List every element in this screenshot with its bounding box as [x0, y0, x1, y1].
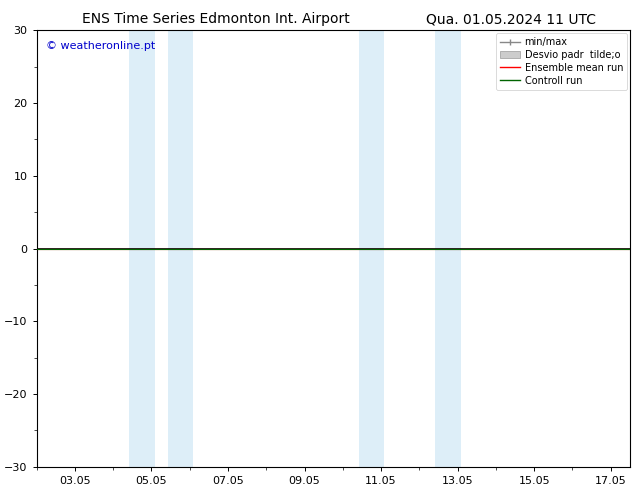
Text: ENS Time Series Edmonton Int. Airport: ENS Time Series Edmonton Int. Airport	[82, 12, 350, 26]
Bar	[436, 30, 461, 467]
Bar	[129, 30, 155, 467]
Legend: min/max, Desvio padr  tilde;o, Ensemble mean run, Controll run: min/max, Desvio padr tilde;o, Ensemble m…	[496, 33, 627, 90]
Text: Qua. 01.05.2024 11 UTC: Qua. 01.05.2024 11 UTC	[426, 12, 596, 26]
Bar	[359, 30, 384, 467]
Bar	[167, 30, 193, 467]
Text: © weatheronline.pt: © weatheronline.pt	[46, 41, 155, 51]
